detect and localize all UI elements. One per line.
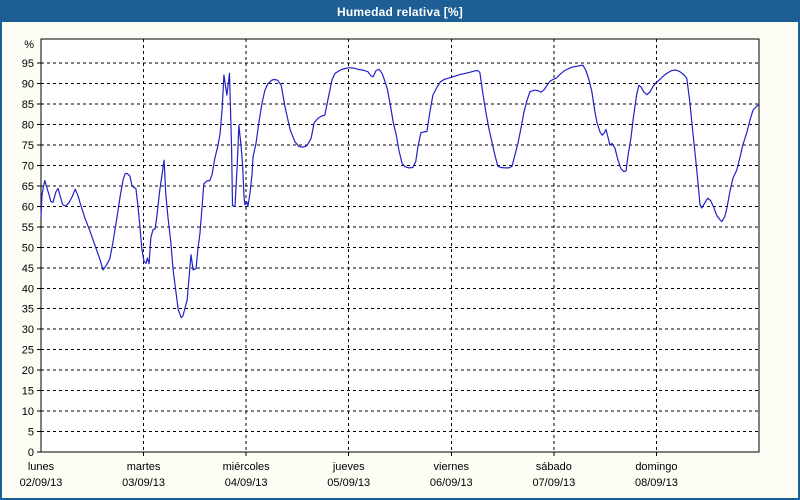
svg-text:08/09/13: 08/09/13: [635, 477, 678, 489]
svg-text:70: 70: [22, 160, 34, 172]
svg-text:04/09/13: 04/09/13: [225, 477, 268, 489]
svg-text:95: 95: [22, 58, 34, 70]
axis-ticks: [37, 62, 657, 456]
svg-text:35: 35: [22, 304, 34, 316]
svg-text:20: 20: [22, 365, 34, 377]
svg-text:07/09/13: 07/09/13: [532, 477, 575, 489]
svg-text:90: 90: [22, 79, 34, 91]
plot-frame: [40, 38, 760, 453]
svg-text:0: 0: [28, 447, 34, 459]
svg-text:miércoles: miércoles: [223, 461, 271, 473]
svg-text:60: 60: [22, 201, 34, 213]
svg-text:lunes: lunes: [28, 461, 55, 473]
x-axis-labels: lunes 02/09/13 martes 03/09/13 miércoles 04/0…: [20, 461, 678, 489]
svg-text:sábado: sábado: [536, 461, 572, 473]
svg-text:65: 65: [22, 181, 34, 193]
svg-text:55: 55: [22, 222, 34, 234]
svg-text:75: 75: [22, 140, 34, 152]
svg-text:02/09/13: 02/09/13: [20, 477, 63, 489]
svg-text:40: 40: [22, 283, 34, 295]
svg-text:30: 30: [22, 324, 34, 336]
svg-text:25: 25: [22, 345, 34, 357]
svg-text:15: 15: [22, 386, 34, 398]
svg-text:45: 45: [22, 263, 34, 275]
chart-title-bar: Humedad relativa [%]: [2, 2, 798, 22]
chart-host: 0 5 10 15 20 25 30 35 40 45 50 55 60 65 70 75 80 85 90 95% l…: [2, 22, 798, 498]
y-axis-labels: 0 5 10 15 20 25 30 35 40 45 50 55 60 65 70 75 80 85 90 95%: [22, 39, 34, 459]
chart-title: Humedad relativa [%]: [336, 5, 464, 19]
svg-text:03/09/13: 03/09/13: [122, 477, 165, 489]
svg-text:5: 5: [28, 427, 34, 439]
svg-text:05/09/13: 05/09/13: [327, 477, 370, 489]
humidity-series-line: [40, 64, 760, 319]
svg-text:jueves: jueves: [332, 461, 365, 473]
x-gridlines: [143, 39, 657, 452]
svg-text:50: 50: [22, 242, 34, 254]
svg-text:80: 80: [22, 120, 34, 132]
svg-text:martes: martes: [127, 461, 161, 473]
plot-area: [41, 39, 759, 452]
svg-text:10: 10: [22, 406, 34, 418]
svg-text:%: %: [24, 39, 34, 51]
svg-text:85: 85: [22, 99, 34, 111]
chart-svg: 0 5 10 15 20 25 30 35 40 45 50 55 60 65 70 75 80 85 90 95% l…: [20, 38, 760, 489]
svg-text:06/09/13: 06/09/13: [430, 477, 473, 489]
svg-text:domingo: domingo: [635, 461, 677, 473]
svg-text:viernes: viernes: [434, 461, 470, 473]
